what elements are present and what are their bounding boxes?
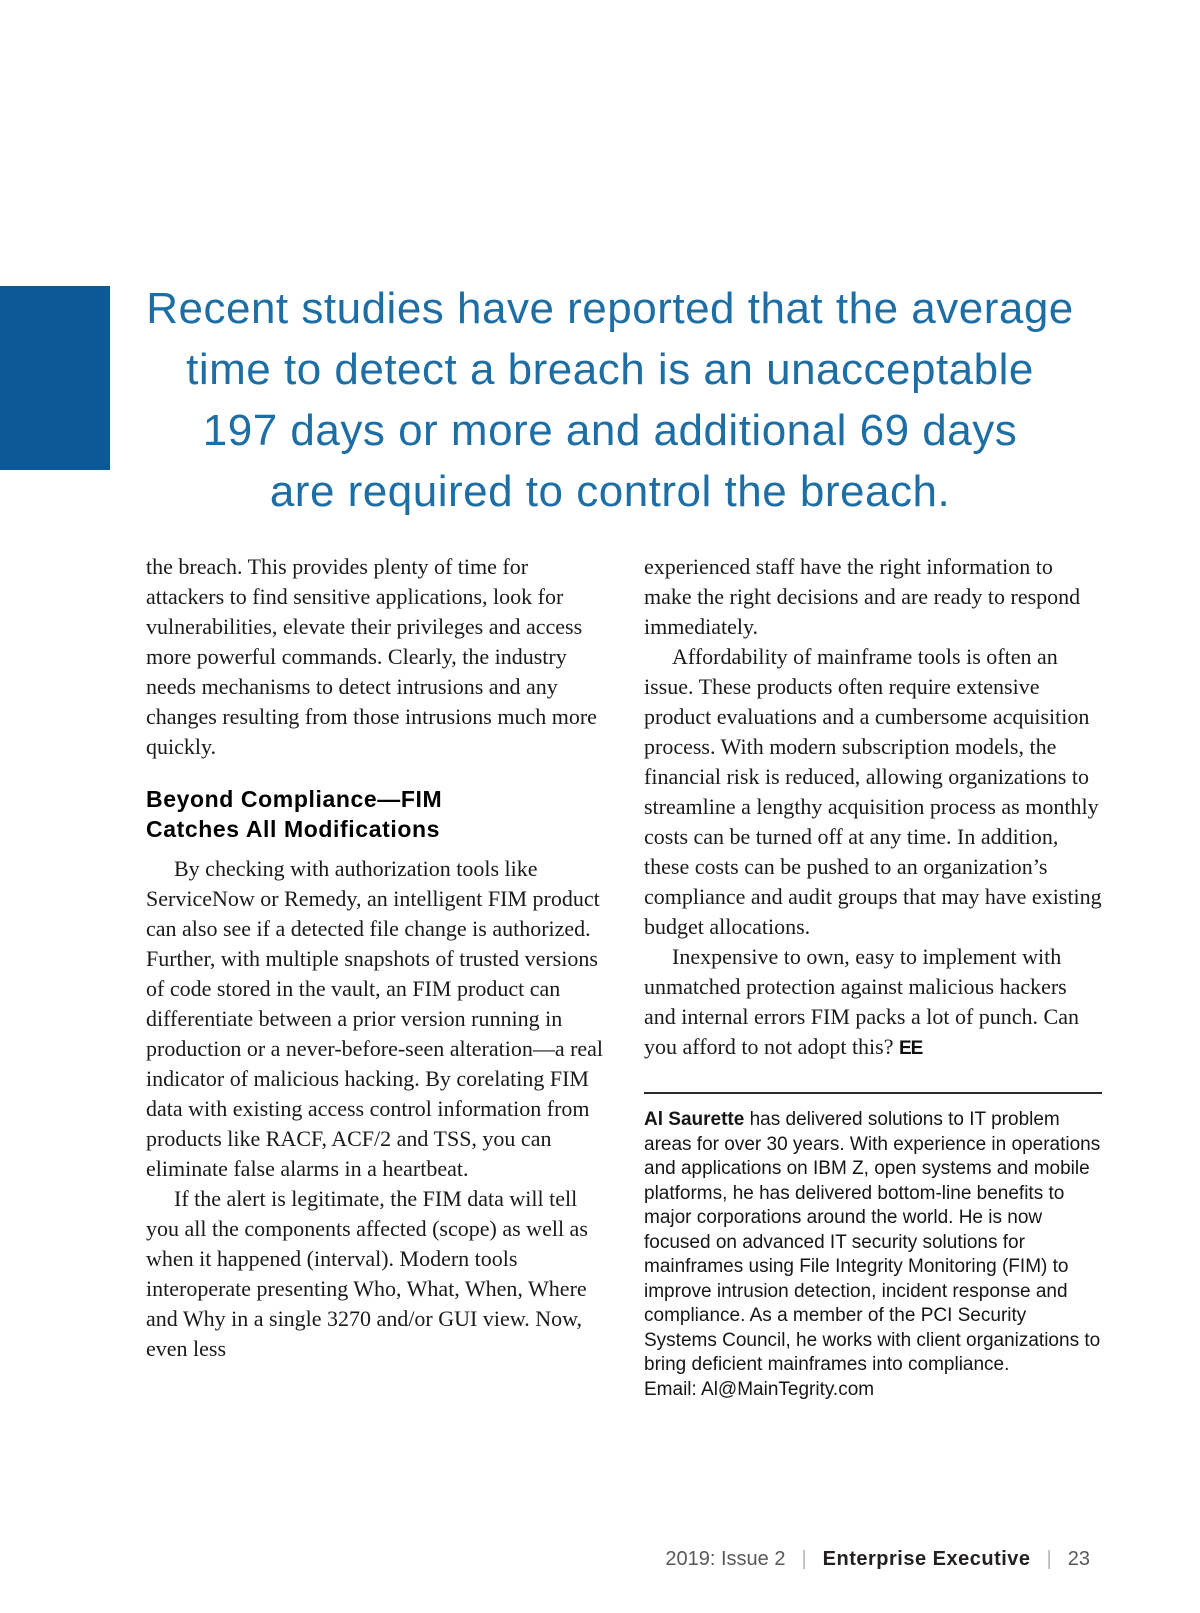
- author-bio-body: has delivered solutions to IT problem ar…: [644, 1109, 1101, 1375]
- body-columns: the breach. This provides plenty of time…: [146, 552, 1102, 1402]
- body-paragraph: By checking with authorization tools lik…: [146, 856, 604, 1181]
- left-column: the breach. This provides plenty of time…: [146, 552, 604, 1402]
- body-paragraph: Inexpensive to own, easy to implement wi…: [644, 942, 1102, 1064]
- pull-quote: Recent studies have reported that the av…: [120, 278, 1100, 522]
- pull-quote-line-4: are required to control the breach.: [269, 467, 951, 516]
- author-name: Al Saurette: [644, 1109, 745, 1130]
- footer-magazine-title: Enterprise Executive: [822, 1548, 1031, 1570]
- page-footer: 2019: Issue 2 | Enterprise Executive | 23: [665, 1548, 1090, 1571]
- pull-quote-line-2: time to detect a breach is an unacceptab…: [186, 345, 1034, 394]
- footer-page-number: 23: [1067, 1548, 1090, 1570]
- section-heading-line-2: Catches All Modifications: [146, 816, 441, 842]
- body-paragraph: If the alert is legitimate, the FIM data…: [146, 1186, 588, 1361]
- footer-issue: 2019: Issue 2: [665, 1548, 786, 1570]
- section-heading-line-1: Beyond Compliance—FIM: [146, 786, 443, 812]
- end-of-article-mark: EE: [899, 1038, 923, 1059]
- right-column: experienced staff have the right informa…: [644, 552, 1102, 1402]
- blue-accent-block: [0, 286, 110, 470]
- pull-quote-line-1: Recent studies have reported that the av…: [146, 284, 1074, 333]
- footer-separator: |: [1046, 1548, 1052, 1570]
- pull-quote-line-3: 197 days or more and additional 69 days: [202, 406, 1018, 455]
- closing-sentence: Inexpensive to own, easy to implement wi…: [644, 944, 1079, 1059]
- author-bio-text: Al Saurette has delivered solutions to I…: [644, 1108, 1102, 1378]
- author-bio: Al Saurette has delivered solutions to I…: [644, 1092, 1102, 1402]
- footer-separator: |: [801, 1548, 807, 1570]
- author-email: Email: Al@MainTegrity.com: [644, 1378, 875, 1400]
- body-paragraph: experienced staff have the right informa…: [644, 554, 1081, 639]
- section-heading: Beyond Compliance—FIM Catches All Modifi…: [146, 784, 604, 844]
- body-paragraph: the breach. This provides plenty of time…: [146, 554, 597, 759]
- body-paragraph: Affordability of mainframe tools is ofte…: [644, 644, 1102, 939]
